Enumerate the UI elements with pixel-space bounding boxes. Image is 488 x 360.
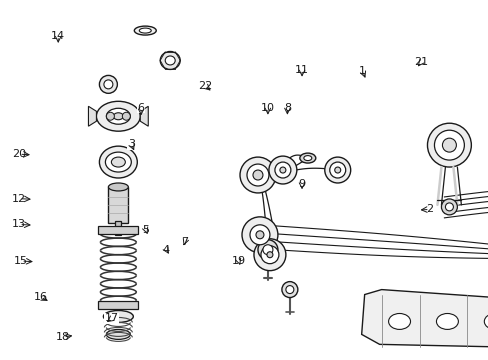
Circle shape	[334, 167, 340, 173]
Circle shape	[106, 112, 114, 120]
Text: 15: 15	[14, 256, 28, 266]
Circle shape	[122, 112, 130, 120]
Bar	[98, 301, 138, 309]
Circle shape	[279, 167, 285, 173]
Bar	[108, 187, 128, 223]
Ellipse shape	[388, 314, 410, 329]
Ellipse shape	[105, 152, 131, 172]
Text: 14: 14	[51, 31, 65, 41]
Text: 12: 12	[12, 194, 26, 204]
Text: 20: 20	[12, 149, 26, 159]
Circle shape	[249, 225, 269, 245]
Polygon shape	[361, 289, 488, 347]
Text: 22: 22	[198, 81, 212, 91]
Ellipse shape	[99, 146, 137, 178]
Bar	[98, 226, 138, 234]
Circle shape	[246, 164, 268, 186]
Circle shape	[445, 203, 452, 211]
Circle shape	[281, 282, 297, 298]
Text: 13: 13	[12, 220, 26, 229]
Circle shape	[329, 162, 345, 178]
Text: 17: 17	[104, 314, 119, 323]
Circle shape	[285, 285, 293, 293]
Circle shape	[274, 162, 290, 178]
Text: 10: 10	[261, 103, 274, 113]
Ellipse shape	[99, 75, 117, 93]
Circle shape	[253, 239, 285, 271]
Text: 5: 5	[142, 225, 149, 235]
Text: 11: 11	[294, 64, 308, 75]
Ellipse shape	[436, 314, 457, 329]
Circle shape	[427, 123, 470, 167]
Text: 7: 7	[181, 237, 188, 247]
Ellipse shape	[299, 153, 315, 163]
Circle shape	[268, 156, 296, 184]
Text: 18: 18	[56, 332, 70, 342]
Text: 1: 1	[358, 66, 365, 76]
Circle shape	[442, 138, 455, 152]
Ellipse shape	[139, 28, 151, 33]
Circle shape	[242, 217, 277, 253]
Bar	[115, 221, 121, 235]
Text: 8: 8	[283, 103, 290, 113]
Text: 4: 4	[163, 245, 170, 255]
Ellipse shape	[113, 113, 123, 120]
Text: 21: 21	[413, 57, 427, 67]
Ellipse shape	[103, 80, 113, 89]
Ellipse shape	[165, 56, 175, 65]
Ellipse shape	[111, 157, 125, 167]
Polygon shape	[140, 106, 148, 126]
Circle shape	[441, 199, 456, 215]
Circle shape	[258, 240, 277, 260]
Ellipse shape	[134, 26, 156, 35]
Circle shape	[266, 252, 272, 258]
Circle shape	[240, 157, 275, 193]
Text: 3: 3	[128, 139, 135, 149]
Circle shape	[263, 245, 272, 255]
Circle shape	[255, 231, 264, 239]
Ellipse shape	[160, 51, 180, 69]
Polygon shape	[88, 106, 96, 126]
Circle shape	[252, 170, 263, 180]
Ellipse shape	[106, 329, 130, 339]
Circle shape	[324, 157, 350, 183]
Text: 19: 19	[231, 256, 245, 266]
Ellipse shape	[103, 310, 133, 323]
Ellipse shape	[303, 156, 311, 161]
Ellipse shape	[106, 108, 130, 124]
Circle shape	[433, 130, 464, 160]
Ellipse shape	[108, 183, 128, 191]
Ellipse shape	[483, 314, 488, 329]
Ellipse shape	[96, 101, 140, 131]
Text: 2: 2	[426, 204, 432, 215]
Text: 6: 6	[137, 103, 144, 113]
Text: 16: 16	[34, 292, 48, 302]
Text: 9: 9	[298, 179, 305, 189]
Circle shape	[261, 246, 278, 264]
